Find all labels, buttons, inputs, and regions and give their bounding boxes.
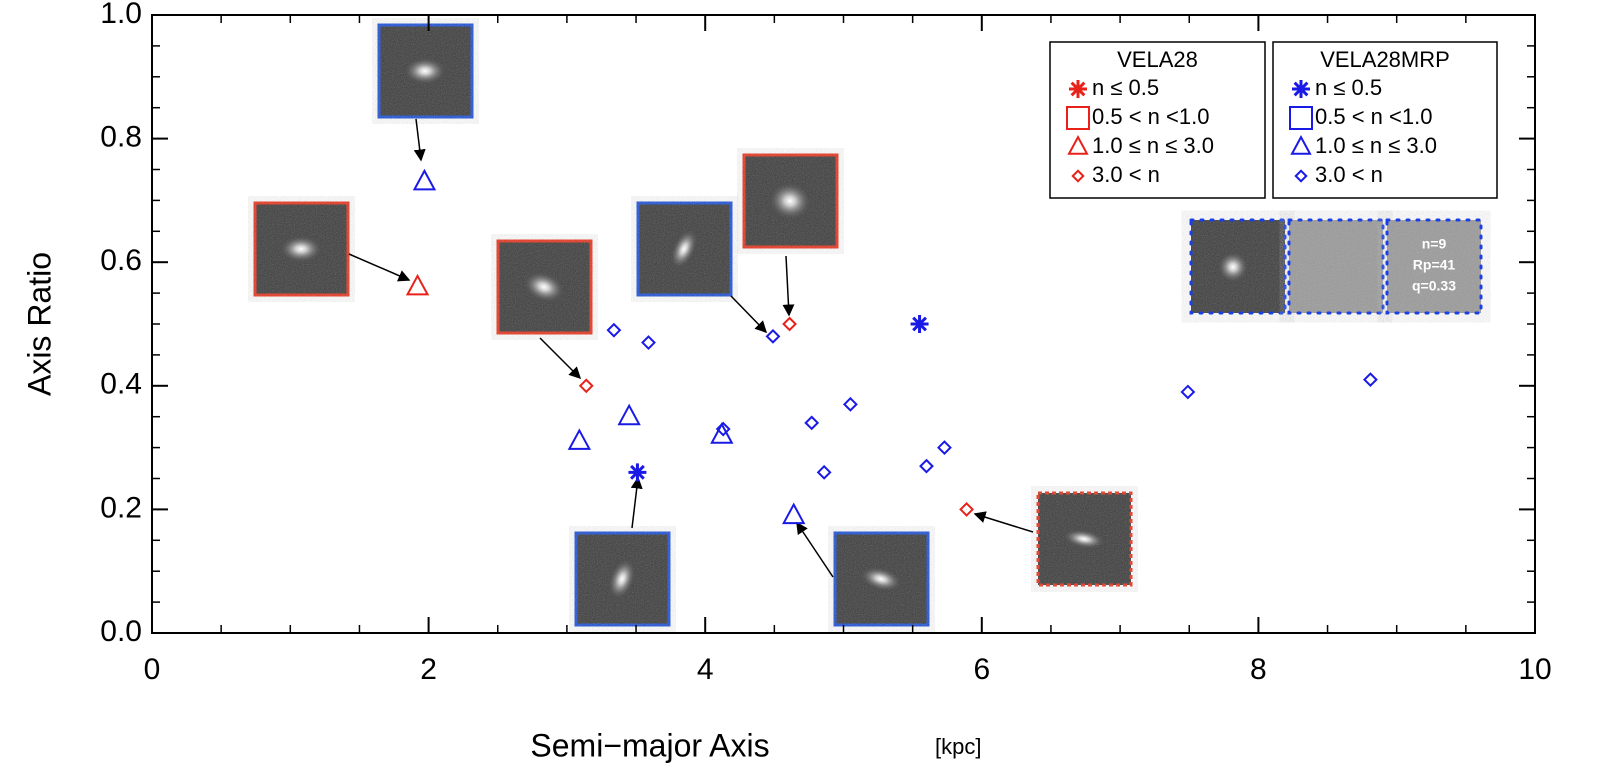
- x-axis-unit: [kpc]: [935, 734, 981, 759]
- arrow: [730, 295, 768, 334]
- legend-label: 1.0 ≤ n ≤ 3.0: [1092, 133, 1214, 158]
- data-point: [1363, 372, 1378, 388]
- y-tick-label: 1.0: [100, 0, 142, 30]
- residual-noise: [1289, 220, 1383, 313]
- legend-label: 3.0 < n: [1315, 162, 1383, 187]
- data-point: [816, 464, 832, 480]
- data-point: [405, 273, 430, 296]
- data-point: [959, 501, 975, 517]
- legend-marker: [1069, 80, 1087, 98]
- legend-box: [1049, 41, 1266, 199]
- panel-annotation: q=0.33: [1412, 278, 1456, 294]
- legend-marker: [1294, 169, 1308, 183]
- x-tick-label: 2: [420, 653, 437, 686]
- legend-title: VELA28: [1117, 47, 1198, 72]
- y-tick-label: 0.8: [100, 121, 142, 154]
- data-point: [782, 502, 806, 525]
- legend-box: [1272, 41, 1498, 199]
- data-point: [578, 378, 594, 394]
- arrow: [630, 476, 643, 529]
- panel-annotation: n=9: [1422, 236, 1447, 252]
- panel-border: [1287, 218, 1385, 315]
- data-point: [804, 415, 820, 431]
- residual-noise: [1387, 220, 1481, 313]
- x-tick-label: 6: [973, 653, 990, 686]
- x-tick-label: 8: [1250, 653, 1267, 686]
- legend-title: VELA28MRP: [1320, 47, 1450, 72]
- data-point: [937, 440, 952, 456]
- data-point: [628, 463, 647, 482]
- galaxy: [1217, 251, 1249, 283]
- legend-label: n ≤ 0.5: [1315, 75, 1382, 100]
- y-tick-label: 0.2: [100, 491, 142, 524]
- galaxy: [279, 235, 323, 263]
- x-tick-label: 10: [1518, 653, 1551, 686]
- data-point: [567, 428, 592, 450]
- x-axis-label: Semi−major Axis: [530, 727, 769, 763]
- legend-marker: [1292, 80, 1310, 98]
- data-point: [765, 328, 781, 344]
- legend-marker: [1071, 169, 1085, 183]
- panel-border: [1189, 218, 1287, 315]
- legend-marker: [1067, 134, 1089, 155]
- data-point: [715, 421, 731, 437]
- galaxy: [768, 181, 812, 221]
- arrow: [413, 118, 426, 162]
- x-tick-label: 0: [144, 653, 161, 686]
- legend-label: 0.5 < n <1.0: [1315, 104, 1432, 129]
- galaxy: [1062, 528, 1106, 550]
- data-point: [641, 335, 656, 350]
- data-point: [617, 403, 641, 426]
- galaxy: [669, 228, 699, 270]
- arrow: [539, 337, 582, 380]
- galaxy: [403, 57, 447, 85]
- panel-annotation: Rp=41: [1413, 257, 1456, 273]
- legend-label: 3.0 < n: [1092, 162, 1160, 187]
- legend-label: 0.5 < n <1.0: [1092, 104, 1209, 129]
- legend-marker: [1289, 106, 1313, 130]
- arrow: [782, 255, 795, 317]
- y-tick-label: 0.0: [100, 615, 142, 648]
- arrow: [348, 253, 411, 282]
- galaxy: [522, 271, 566, 303]
- thumbnails: n=9 Rp=41 q=0.33: [253, 23, 1483, 627]
- arrow: [796, 521, 834, 578]
- data-point: [910, 315, 929, 333]
- legend-label: n ≤ 0.5: [1092, 75, 1159, 100]
- data-point: [843, 396, 858, 412]
- arrow: [973, 511, 1034, 533]
- galaxy: [859, 566, 903, 592]
- panel-border: [1385, 218, 1483, 315]
- y-tick-label: 0.4: [100, 368, 142, 401]
- x-tick-label: 4: [697, 653, 714, 686]
- legend-marker: [1066, 106, 1090, 130]
- y-tick-label: 0.6: [100, 244, 142, 277]
- data-point: [919, 458, 934, 474]
- data-point: [782, 316, 797, 332]
- data-point: [1180, 384, 1196, 400]
- galaxy: [607, 557, 637, 601]
- data-point: [412, 168, 437, 191]
- y-axis-label: Axis Ratio: [21, 252, 57, 396]
- data-point: [606, 322, 622, 338]
- legend-marker: [1290, 134, 1312, 155]
- legend-label: 1.0 ≤ n ≤ 3.0: [1315, 133, 1437, 158]
- data-point: [710, 422, 734, 444]
